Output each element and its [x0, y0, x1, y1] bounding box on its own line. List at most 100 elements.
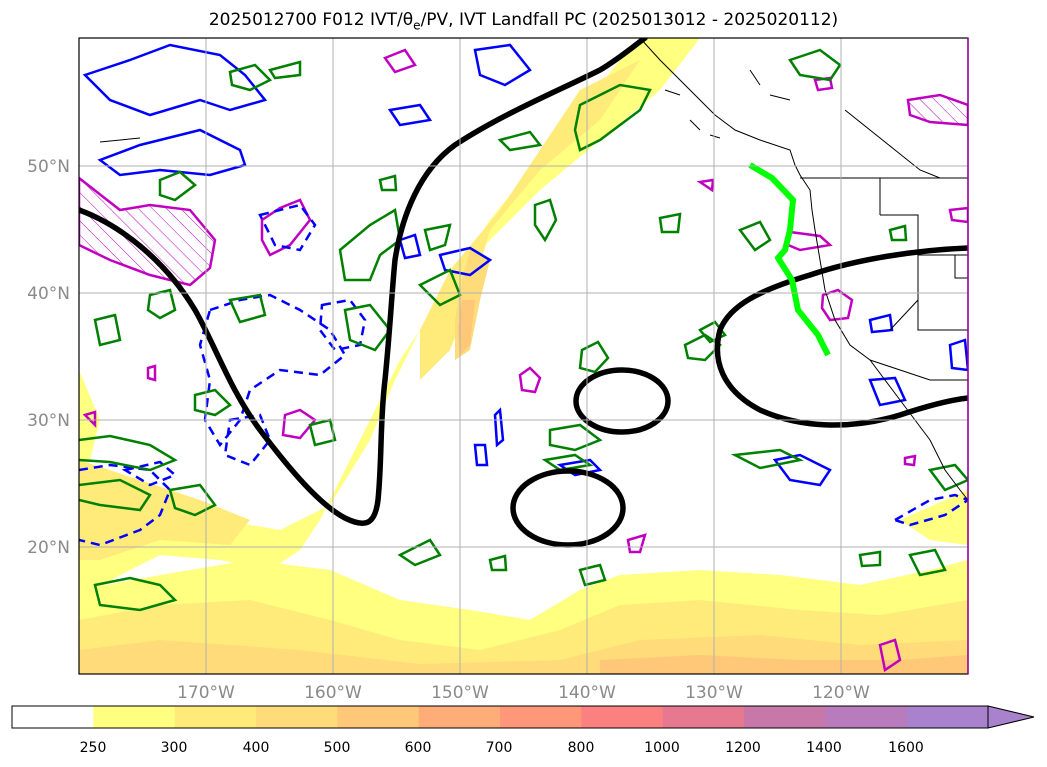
pv-blue-solid: [438, 246, 493, 277]
coastline-islands: [99, 69, 791, 143]
black-contour-trough-west: [79, 38, 648, 527]
theta-e-contour: [578, 563, 607, 587]
pv-magenta-contour: [903, 454, 917, 467]
colorbar-outline: [11, 705, 989, 729]
lat-label: 50°N: [27, 157, 70, 177]
theta-e-contour: [79, 434, 178, 472]
map-layers: [79, 38, 968, 674]
colorbar-cells: [12, 706, 989, 728]
ivt-southwest-inner: [79, 460, 250, 560]
colorbar-cell: [906, 706, 989, 728]
lon-label: 170°W: [177, 683, 235, 703]
colorbar-tick-label: 1400: [806, 740, 842, 756]
colorbar-cell: [12, 706, 94, 728]
colorbar-tick-label: 1000: [644, 740, 680, 756]
colorbar-tick-label: 500: [324, 740, 351, 756]
pv-blue-dashed: [891, 493, 968, 527]
ivt-shading: [79, 38, 968, 674]
ivt-south-core-2: [600, 655, 968, 674]
theta-e-contour: [146, 288, 177, 320]
pv-blue-solid: [387, 103, 433, 127]
colorbar-tick-label: 600: [405, 740, 432, 756]
pv-blue-solid: [473, 43, 532, 87]
lon-labels: 170°W 160°W 150°W 140°W 130°W 120°W: [177, 683, 870, 703]
theta-e-contour: [93, 313, 122, 347]
colorbar-cell: [825, 706, 908, 728]
colorbar-cell: [256, 706, 338, 728]
theta-e-contour: [858, 550, 882, 568]
pv-blue-solid: [493, 407, 505, 448]
lon-label: 120°W: [812, 683, 870, 703]
ivt-landfall-pc-line: [748, 162, 831, 357]
lat-label: 20°N: [27, 538, 70, 558]
lon-label: 150°W: [431, 683, 489, 703]
lat-label: 40°N: [27, 284, 70, 304]
pv-blue-solid: [398, 233, 422, 260]
theta-e-contour: [683, 333, 722, 362]
theta-e-contour: [308, 418, 337, 447]
black-contour-ridge-east: [714, 245, 968, 428]
pv-blue-dashed: [258, 203, 317, 252]
colorbar-tick-label: 250: [80, 740, 107, 756]
theta-e-contour: [423, 223, 452, 252]
pv-magenta-contour: [260, 198, 312, 257]
theta-e-contour: [533, 198, 558, 243]
theta-e-contour: [228, 63, 273, 92]
theta-e-contour: [788, 48, 842, 82]
theta-e-contour: [497, 130, 543, 152]
theta-e-contour: [730, 448, 804, 470]
colorbar-extend-arrow: [987, 705, 1035, 729]
colorbar-tick-label: 300: [161, 740, 188, 756]
theta-e-contour: [378, 174, 398, 192]
pv-magenta-contour: [820, 288, 854, 322]
theta-e-contour: [541, 453, 594, 472]
theta-e-contour: [698, 320, 727, 344]
colorbar-tick-label: 800: [568, 740, 595, 756]
theta-e-contour: [158, 170, 197, 202]
pv-blue-solid: [473, 443, 489, 467]
pv-magenta-hatched-west: [79, 176, 217, 287]
ivt-band-inner-1: [420, 60, 640, 380]
pv-magenta-contour: [281, 408, 317, 440]
pv-blue-solid: [868, 313, 894, 334]
theta-e-contour: [908, 548, 947, 577]
pv-blue-solid: [82, 43, 268, 117]
theta-e-contour: [228, 293, 267, 324]
graticule: [79, 38, 968, 674]
theta-e-contour: [193, 388, 232, 417]
theta-e-contour: [397, 538, 442, 567]
pv-magenta-contour: [696, 178, 715, 193]
lat-labels: 50°N 40°N 30°N 20°N: [27, 157, 70, 558]
lon-label: 140°W: [558, 683, 616, 703]
colorbar-tick-label: 1200: [725, 740, 761, 756]
state-borders: [869, 178, 968, 381]
theta-e-contour: [79, 478, 152, 512]
black-contours: [79, 38, 968, 548]
lon-label: 130°W: [685, 683, 743, 703]
black-contour-loop: [573, 367, 671, 435]
colorbar-cell: [744, 706, 826, 728]
pv-blue-dashed: [198, 293, 347, 448]
black-contour-loop: [510, 468, 626, 548]
theta-e-green-contours: [79, 48, 968, 612]
lat-label: 30°N: [27, 411, 70, 431]
pv-magenta-contour: [878, 638, 902, 673]
pv-blue-contours: [79, 43, 968, 547]
pv-blue-dashed: [121, 460, 178, 487]
theta-e-contour: [268, 60, 302, 80]
theta-e-contour: [168, 483, 217, 517]
pv-magenta-contour: [948, 206, 968, 224]
theta-e-contour: [927, 463, 968, 492]
colorbar-cell: [337, 706, 420, 728]
pv-magenta-contour: [518, 366, 542, 394]
pv-magenta-contour: [626, 533, 647, 554]
colorbar-cell: [93, 706, 176, 728]
colorbar-tick-labels: 250 300 400 500 600 700 800 1000 1200 14…: [80, 740, 924, 756]
ivt-band-northeast: [79, 38, 700, 600]
colorbar-tick-label: 1600: [888, 740, 924, 756]
theta-e-contour: [888, 224, 908, 242]
colorbar-cell: [174, 706, 257, 728]
theta-e-contour: [578, 340, 610, 374]
pv-magenta-contour: [383, 48, 417, 74]
